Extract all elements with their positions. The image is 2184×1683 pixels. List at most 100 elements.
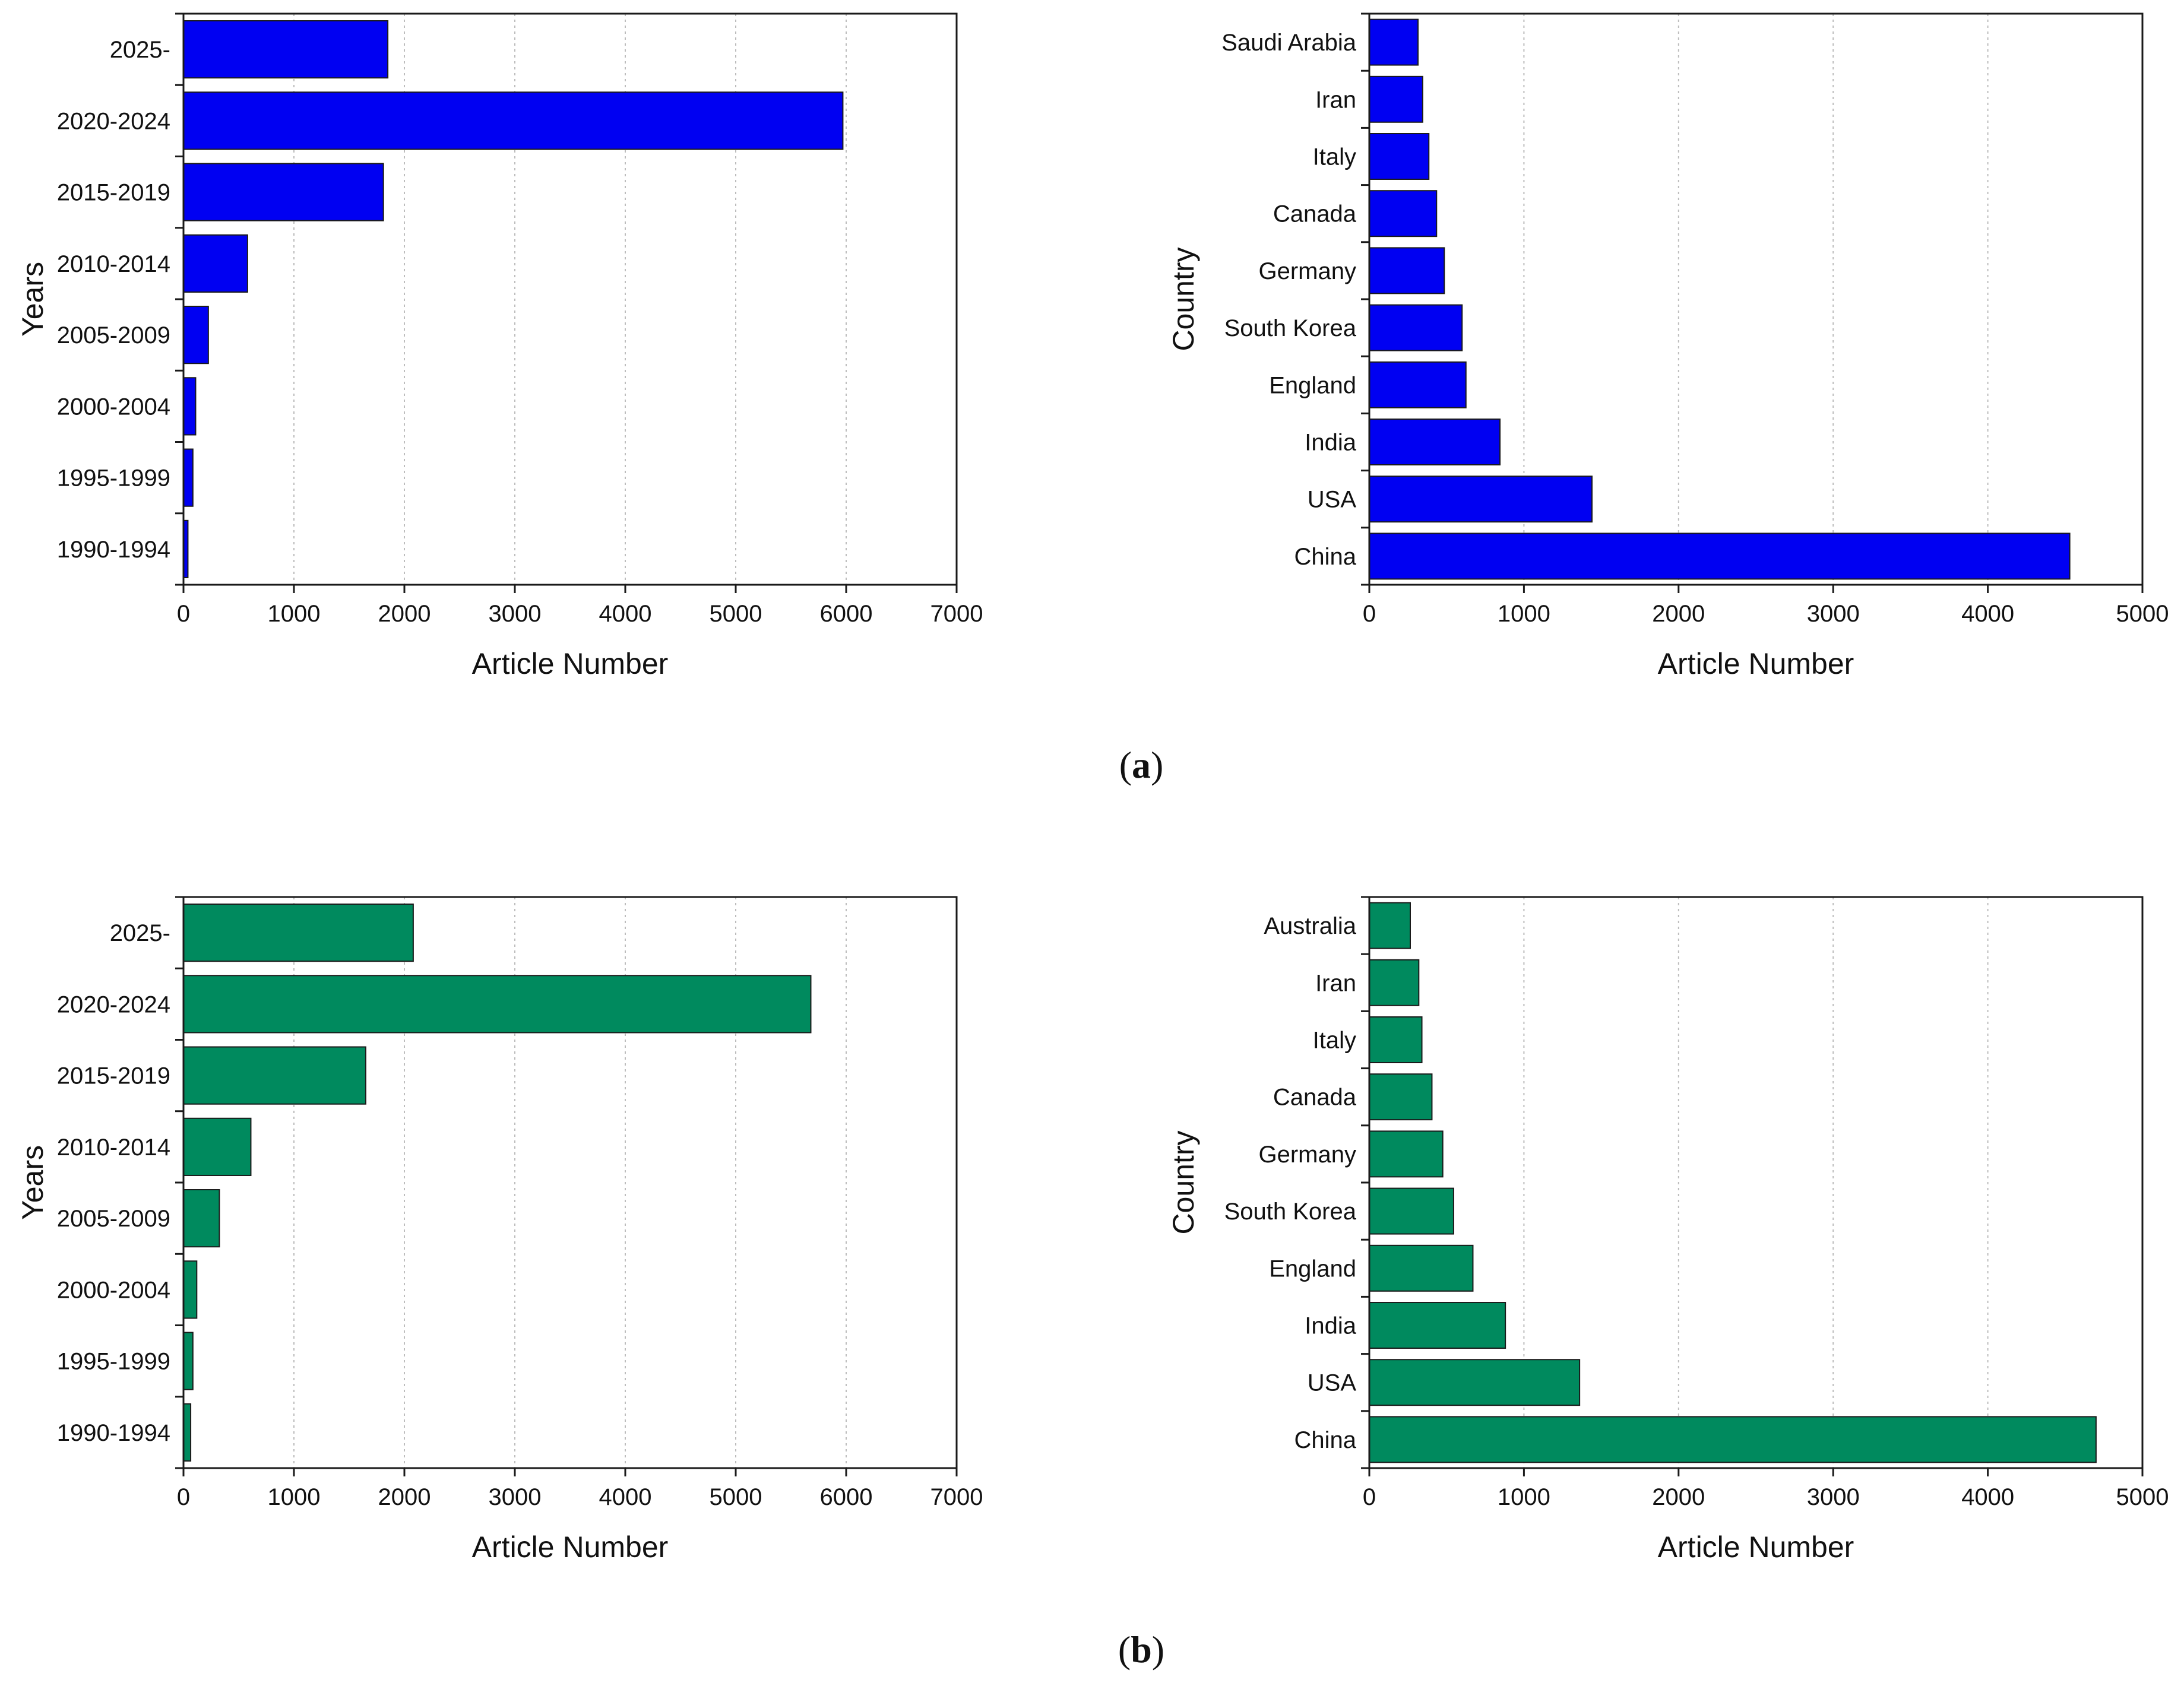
bar-2015-2019 xyxy=(183,1046,366,1105)
x-tick-label: 4000 xyxy=(1961,601,2014,627)
bar-2025 xyxy=(183,904,414,962)
y-tick-label: 2025- xyxy=(110,37,170,63)
chart-years-a: 1990-1994 1995-1999 2000-2004 2005-2009 2010… xyxy=(16,12,983,680)
bar-1990-1994 xyxy=(183,1403,192,1462)
y-tick-label: USA xyxy=(1308,487,1357,513)
x-tick-label: 3000 xyxy=(1807,601,1860,627)
bar-usa xyxy=(1369,476,1593,523)
x-tick-label: 4000 xyxy=(599,601,652,627)
bar-2025 xyxy=(183,20,389,79)
y-tick-label: England xyxy=(1269,1256,1356,1282)
y-tick-label: India xyxy=(1305,430,1356,456)
y-tick-label: South Korea xyxy=(1224,315,1357,341)
y-tick-label: USA xyxy=(1308,1370,1357,1396)
y-tick-label: 1990-1994 xyxy=(57,537,170,563)
x-tick-label: 7000 xyxy=(930,601,983,627)
x-tick-label: 4000 xyxy=(599,1484,652,1510)
x-tick-label: 3000 xyxy=(1807,1484,1860,1510)
bar-canada xyxy=(1369,190,1438,237)
x-tick-label: 0 xyxy=(1363,1484,1376,1510)
x-tick-label: 0 xyxy=(1363,601,1376,627)
y-tick-label: Canada xyxy=(1273,1085,1357,1111)
y-axis-title: Country xyxy=(1167,1130,1200,1234)
x-tick-label: 1000 xyxy=(1498,601,1550,627)
y-tick-label: Australia xyxy=(1264,913,1356,939)
chart-years-b: 1990-1994 1995-1999 2000-2004 2005-2009 2010… xyxy=(16,896,983,1564)
bar-england xyxy=(1369,1244,1474,1292)
bar-china xyxy=(1369,1416,2097,1463)
y-tick-label: 2020-2024 xyxy=(57,108,170,134)
chart-country-a: China USA India England South Korea Germany Ca… xyxy=(1167,12,2169,680)
y-tick-label: Germany xyxy=(1259,1142,1357,1168)
y-tick-label: England xyxy=(1269,372,1356,398)
x-tick-label: 6000 xyxy=(820,1484,873,1510)
x-tick-label: 5000 xyxy=(710,1484,762,1510)
y-tick-label: 1995-1999 xyxy=(57,465,170,492)
bar-2005-2009 xyxy=(183,306,209,365)
x-tick-label: 4000 xyxy=(1961,1484,2014,1510)
y-tick-label: Italy xyxy=(1313,1028,1356,1054)
y-tick-label: Italy xyxy=(1313,144,1356,170)
y-tick-label: 1995-1999 xyxy=(57,1349,170,1375)
y-tick-label: Iran xyxy=(1315,87,1356,113)
y-tick-label: 2000-2004 xyxy=(57,1277,170,1303)
bar-1995-1999 xyxy=(183,1332,194,1390)
bar-2000-2004 xyxy=(183,377,197,436)
x-tick-label: 5000 xyxy=(710,601,762,627)
bar-2020-2024 xyxy=(183,91,844,150)
y-tick-label: 2010-2014 xyxy=(57,251,170,277)
y-tick-label: Canada xyxy=(1273,201,1357,227)
y-tick-label: 2000-2004 xyxy=(57,394,170,420)
x-tick-label: 1000 xyxy=(268,601,321,627)
bar-usa xyxy=(1369,1359,1581,1406)
x-tick-label: 5000 xyxy=(2116,601,2169,627)
y-tick-label: 1990-1994 xyxy=(57,1420,170,1446)
bar-italy xyxy=(1369,133,1430,180)
y-tick-label: 2005-2009 xyxy=(57,1206,170,1232)
bar-india xyxy=(1369,419,1501,465)
x-tick-label: 0 xyxy=(177,1484,190,1510)
x-tick-label: 7000 xyxy=(930,1484,983,1510)
y-tick-label: 2005-2009 xyxy=(57,322,170,348)
x-tick-label: 0 xyxy=(177,601,190,627)
y-axis-title: Country xyxy=(1167,247,1200,351)
bar-saudi-arabia xyxy=(1369,18,1419,66)
bar-2015-2019 xyxy=(183,163,384,221)
bar-iran xyxy=(1369,75,1423,123)
bar-england xyxy=(1369,361,1467,408)
y-tick-label: 2015-2019 xyxy=(57,180,170,206)
y-tick-label: 2020-2024 xyxy=(57,991,170,1018)
x-tick-label: 2000 xyxy=(378,601,431,627)
x-tick-label: 2000 xyxy=(1652,601,1705,627)
y-tick-label: China xyxy=(1294,544,1356,570)
x-tick-label: 2000 xyxy=(1652,1484,1705,1510)
x-tick-label: 1000 xyxy=(268,1484,321,1510)
bar-canada xyxy=(1369,1073,1433,1121)
y-axis-title: Years xyxy=(16,262,49,337)
y-tick-label: Germany xyxy=(1259,258,1357,284)
bar-germany xyxy=(1369,1130,1444,1178)
x-tick-label: 2000 xyxy=(378,1484,431,1510)
x-axis-title: Article Number xyxy=(472,647,669,680)
x-tick-label: 3000 xyxy=(489,601,542,627)
x-tick-label: 3000 xyxy=(489,1484,542,1510)
y-tick-label: 2025- xyxy=(110,920,170,946)
y-tick-label: Saudi Arabia xyxy=(1221,30,1357,56)
x-tick-label: 6000 xyxy=(820,601,873,627)
y-tick-label: Iran xyxy=(1315,970,1356,996)
y-tick-label: China xyxy=(1294,1427,1356,1453)
panel-label-a: (a) xyxy=(1119,744,1164,786)
bar-south-korea xyxy=(1369,304,1463,351)
chart-country-b: China USA India England South Korea Germany Ca… xyxy=(1167,896,2169,1564)
bar-india xyxy=(1369,1302,1506,1349)
bar-1995-1999 xyxy=(183,448,194,507)
y-axis-title: Years xyxy=(16,1145,49,1220)
bar-germany xyxy=(1369,247,1445,294)
bar-2005-2009 xyxy=(183,1189,220,1248)
y-tick-label: 2015-2019 xyxy=(57,1063,170,1089)
x-tick-label: 5000 xyxy=(2116,1484,2169,1510)
x-axis-title: Article Number xyxy=(1658,1530,1854,1564)
y-tick-label: 2010-2014 xyxy=(57,1134,170,1161)
bar-2010-2014 xyxy=(183,1117,252,1176)
y-tick-label: India xyxy=(1305,1313,1356,1339)
